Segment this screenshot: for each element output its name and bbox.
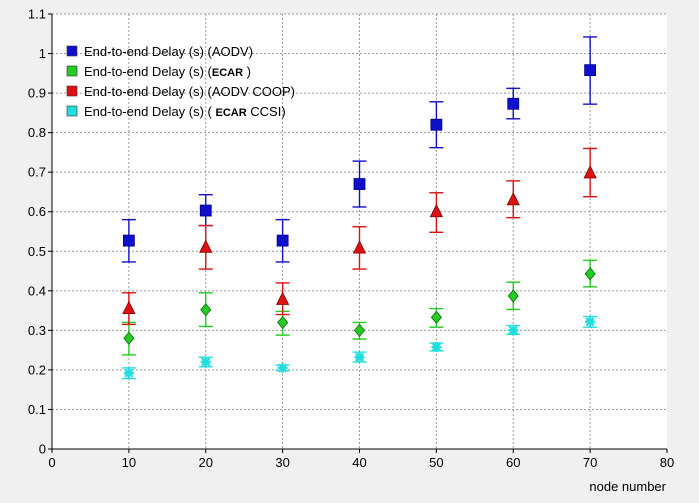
data-point (506, 191, 520, 206)
x-tick-label: 20 (199, 455, 213, 470)
data-point (352, 240, 367, 254)
data-point (585, 316, 596, 327)
series-layer (121, 36, 598, 380)
legend-label-part: CCSI) (247, 104, 286, 119)
data-point (584, 64, 597, 77)
legend-label-part: End-to-end Delay (s) ( (84, 104, 216, 119)
y-tick-label: 0.9 (28, 86, 46, 101)
data-point (277, 362, 288, 373)
y-tick-label: 0.4 (28, 283, 46, 298)
x-tick-label: 10 (122, 455, 136, 470)
legend-label-part: End-to-end Delay (s) (AODV) (84, 44, 253, 59)
legend: End-to-end Delay (s) (AODV) End-to-end De… (66, 44, 295, 119)
legend-label: End-to-end Delay (s) (ECAR ) (84, 64, 251, 79)
data-point (508, 325, 519, 336)
data-point (275, 291, 290, 305)
legend-swatch (66, 65, 78, 77)
data-point (200, 357, 211, 367)
legend-label-part: ) (243, 64, 251, 79)
y-tick-label: 0.6 (28, 204, 46, 219)
x-tick-label: 60 (506, 455, 520, 470)
x-tick-label: 40 (352, 455, 366, 470)
legend-label-part: End-to-end Delay (s) (AODV COOP) (84, 84, 295, 99)
data-point (507, 289, 519, 303)
data-point (431, 341, 442, 352)
data-point (353, 178, 366, 190)
y-tick-label: 0.5 (28, 244, 46, 259)
data-point (123, 368, 134, 379)
data-point (277, 315, 289, 330)
series-1 (121, 259, 598, 356)
data-point (123, 331, 135, 345)
y-tick-label: 0 (39, 442, 46, 457)
legend-label-part: ECAR (212, 67, 243, 79)
y-tick-label: 0.2 (28, 362, 46, 377)
y-tick-label: 1.1 (28, 7, 46, 22)
x-axis-label: node number (589, 479, 666, 494)
legend-label-part: ECAR (216, 107, 247, 119)
legend-swatch (66, 45, 78, 57)
data-point (122, 234, 135, 247)
legend-label: End-to-end Delay (s) ( ECAR CCSI) (84, 104, 286, 119)
data-point (354, 352, 365, 363)
legend-swatch (66, 105, 78, 117)
data-point (199, 204, 212, 217)
series-2 (121, 147, 598, 326)
legend-swatch (66, 85, 78, 97)
data-point (200, 303, 212, 317)
data-point (430, 118, 443, 131)
data-point (430, 310, 442, 324)
legend-label-part: End-to-end Delay (s) ( (84, 64, 213, 79)
data-point (507, 97, 520, 110)
x-tick-label: 30 (275, 455, 289, 470)
x-tick-label: 70 (583, 455, 597, 470)
data-point (199, 239, 213, 253)
y-tick-label: 0.1 (28, 402, 46, 417)
y-tick-label: 0.7 (28, 165, 46, 180)
x-tick-label: 80 (660, 455, 674, 470)
y-tick-label: 0.8 (28, 125, 46, 140)
data-point (276, 234, 289, 247)
y-tick-label: 0.3 (28, 323, 46, 338)
data-point (122, 300, 136, 315)
data-point (584, 267, 596, 281)
data-point (353, 323, 366, 337)
data-point (583, 165, 597, 179)
data-point (429, 203, 444, 218)
series-3 (121, 315, 598, 380)
axes-layer: 0 0.1 0.2 0.3 0.4 0.5 0.6 0.7 0.8 0.9 1 1.1 0 10 20 30 4… (28, 7, 674, 471)
legend-label: End-to-end Delay (s) (AODV COOP) (84, 84, 295, 99)
x-tick-label: 50 (429, 455, 443, 470)
y-tick-label: 1 (39, 46, 46, 61)
legend-label: End-to-end Delay (s) (AODV) (84, 44, 253, 59)
x-tick-label: 0 (48, 455, 55, 470)
